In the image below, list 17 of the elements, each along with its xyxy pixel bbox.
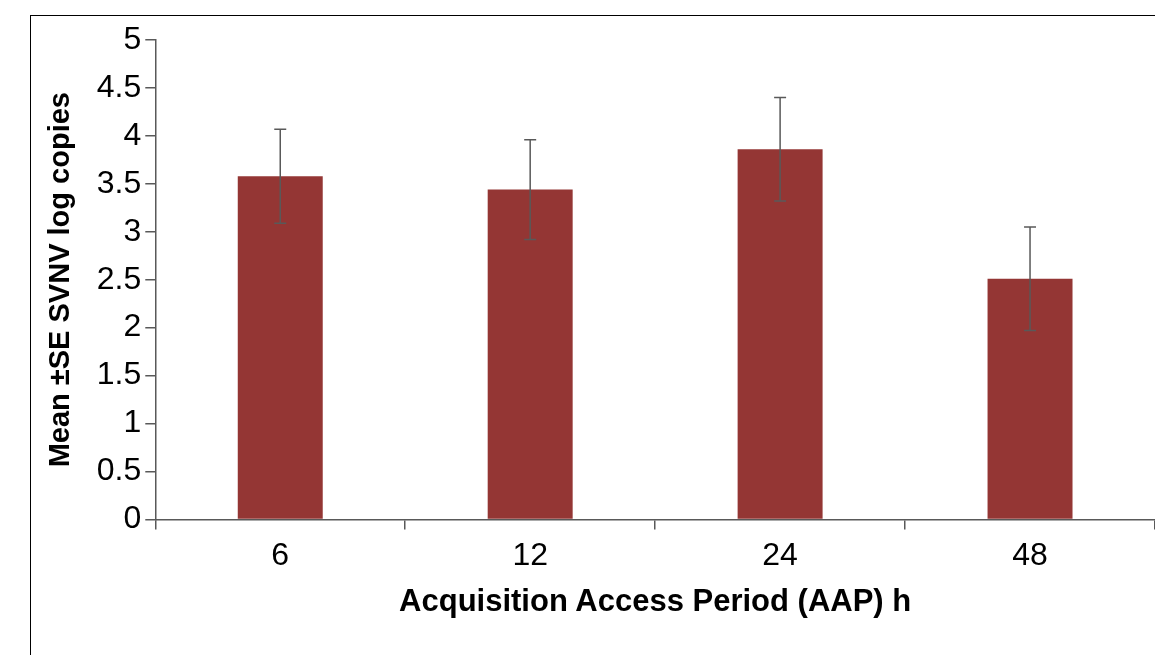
- y-tick-label: 4: [123, 115, 142, 152]
- y-tick-label: 0.5: [96, 451, 142, 488]
- y-tick-label: 5: [123, 19, 142, 56]
- x-tick-label: 48: [1012, 536, 1048, 573]
- x-tick-label: 6: [271, 536, 290, 573]
- x-tick-label: 24: [762, 536, 798, 573]
- x-tick-label: 12: [512, 536, 548, 573]
- y-axis-title: Mean ±SE SVNV log copies: [43, 92, 76, 468]
- y-tick-label: 4.5: [96, 67, 142, 104]
- y-tick-label: 2: [123, 307, 142, 344]
- y-tick-label: 3: [123, 211, 142, 248]
- y-tick-label: 2.5: [96, 259, 142, 296]
- x-axis-title: Acquisition Access Period (AAP) h: [399, 582, 912, 618]
- y-tick-label: 1: [123, 403, 142, 440]
- y-tick-label: 1.5: [96, 355, 142, 392]
- y-tick-label: 0: [123, 499, 142, 536]
- y-tick-label: 3.5: [96, 163, 142, 200]
